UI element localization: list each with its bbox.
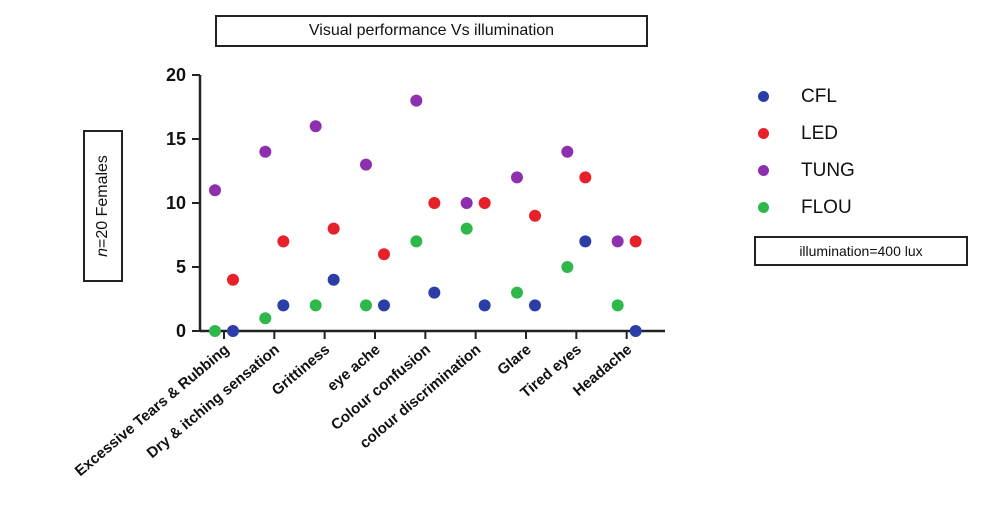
point-flou — [360, 299, 372, 312]
y-axis-label-box: n=20 Females — [83, 130, 123, 282]
legend-label: FLOU — [801, 196, 852, 218]
point-tung — [209, 184, 221, 197]
legend-marker — [758, 128, 769, 139]
point-tung — [410, 94, 423, 107]
y-axis-label: n=20 Females — [94, 155, 112, 257]
point-led — [327, 222, 340, 235]
point-led — [277, 235, 290, 248]
point-led — [227, 273, 239, 286]
point-tung — [561, 145, 574, 158]
y-tick-label: 15 — [166, 129, 186, 149]
point-cfl — [227, 325, 239, 337]
point-tung — [611, 235, 624, 248]
point-tung — [259, 145, 272, 158]
legend-item-flou: FLOU — [758, 189, 855, 226]
point-flou — [410, 235, 423, 248]
chart-title-box: Visual performance Vs illumination — [215, 15, 648, 47]
point-tung — [511, 171, 523, 184]
point-cfl — [327, 273, 340, 286]
legend-item-led: LED — [758, 115, 855, 152]
point-flou — [259, 312, 272, 325]
point-cfl — [629, 325, 642, 337]
y-tick-label: 0 — [176, 321, 186, 341]
point-cfl — [277, 299, 290, 312]
y-ticks: 0 5 10 15 20 — [166, 65, 200, 341]
point-flou — [209, 325, 221, 337]
note-box: illumination=400 lux — [754, 236, 968, 266]
point-led — [579, 171, 592, 184]
point-led — [428, 197, 441, 209]
point-tung — [360, 158, 372, 171]
point-led — [378, 248, 390, 261]
point-cfl — [378, 299, 390, 312]
legend-item-tung: TUNG — [758, 152, 855, 189]
x-tick-label: Glare — [494, 341, 534, 379]
point-cfl — [428, 286, 441, 299]
legend-label: LED — [801, 122, 838, 144]
legend-label: CFL — [801, 85, 837, 107]
point-cfl — [478, 299, 491, 312]
y-tick-label: 20 — [166, 65, 186, 85]
point-led — [629, 235, 642, 248]
point-flou — [511, 286, 523, 299]
y-axis-label-n: n — [94, 248, 111, 257]
point-led — [529, 209, 541, 222]
legend-label: TUNG — [801, 159, 855, 181]
legend-item-cfl: CFL — [758, 78, 855, 115]
chart-title: Visual performance Vs illumination — [308, 22, 555, 39]
point-flou — [611, 299, 624, 312]
legend-marker — [758, 91, 769, 102]
legend-marker — [758, 165, 769, 176]
y-tick-label: 5 — [176, 257, 186, 277]
point-cfl — [529, 299, 541, 312]
point-tung — [309, 120, 322, 133]
data-points — [209, 94, 642, 337]
illumination-note: illumination=400 lux — [799, 243, 923, 259]
y-tick-label: 10 — [166, 193, 186, 213]
point-tung — [460, 197, 473, 209]
point-flou — [561, 261, 574, 273]
y-axis-label-rest: =20 Females — [94, 155, 111, 249]
point-flou — [460, 222, 473, 235]
point-led — [478, 197, 491, 209]
legend-marker — [758, 202, 769, 213]
point-cfl — [579, 235, 592, 248]
legend: CFL LED TUNG FLOU — [758, 78, 855, 226]
point-flou — [309, 299, 322, 312]
